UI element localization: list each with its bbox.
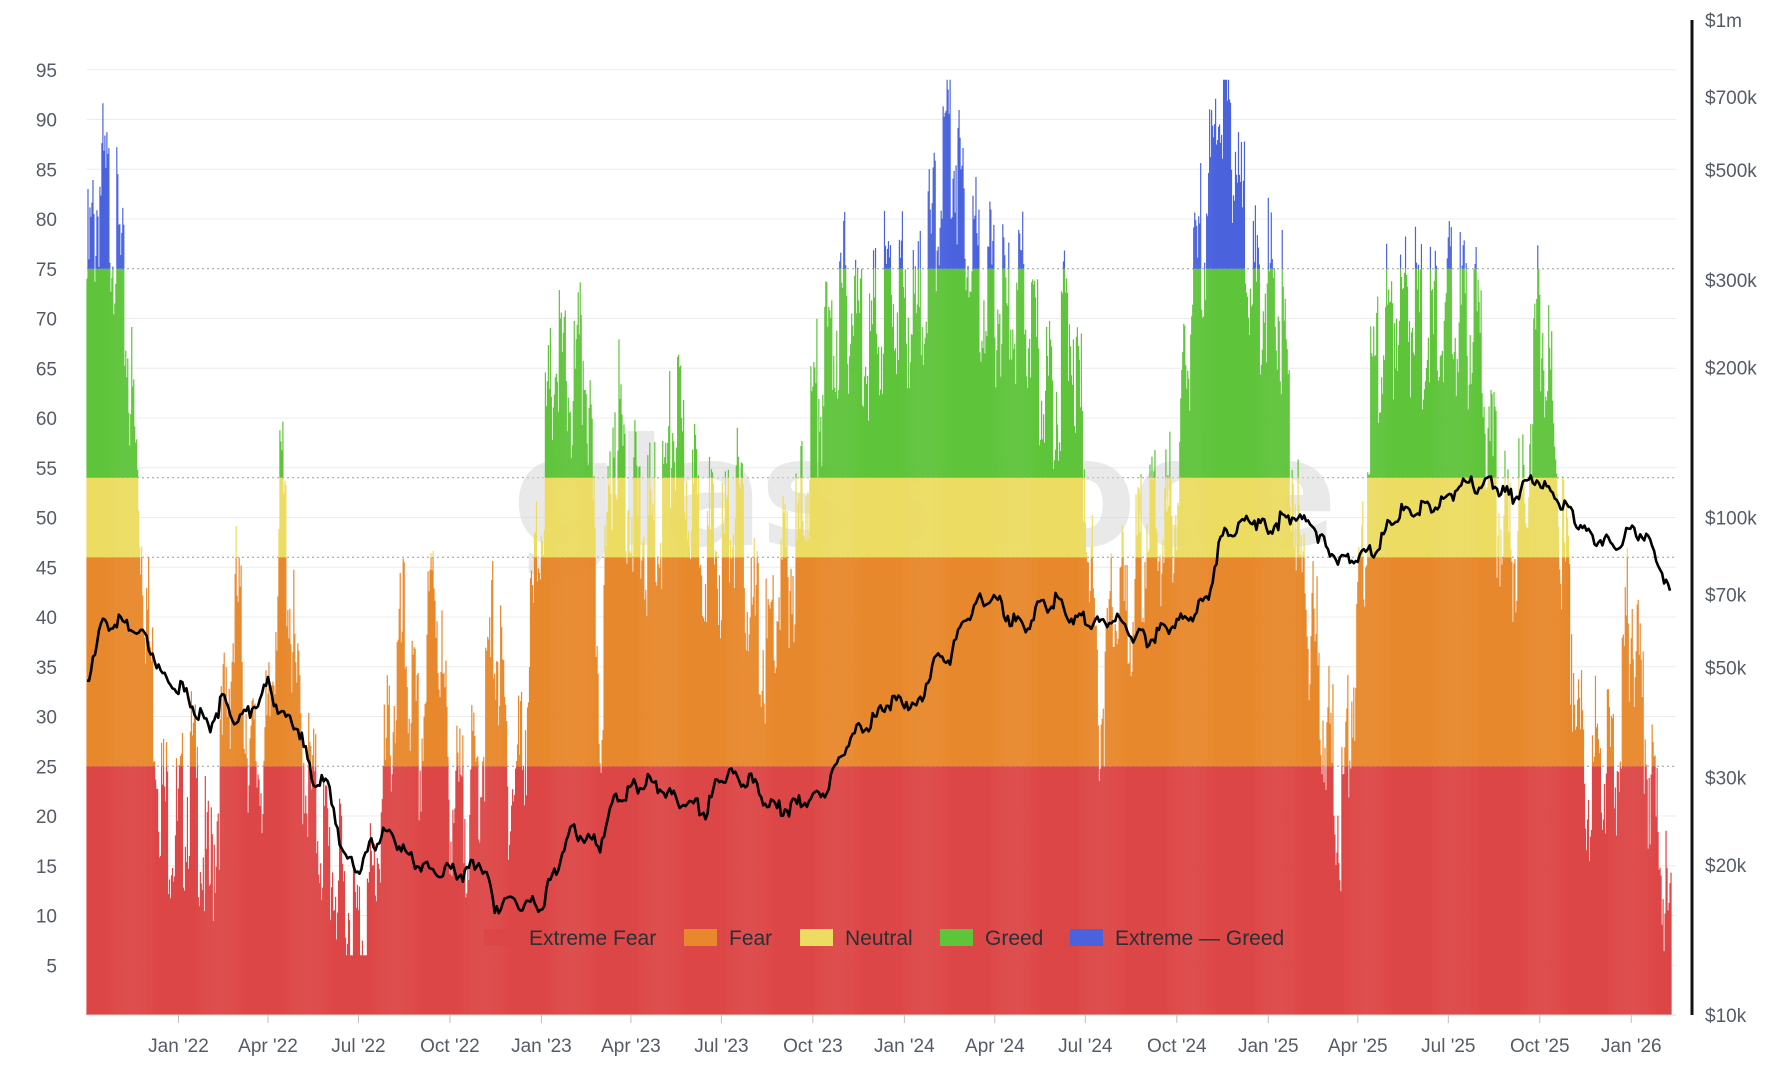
sentiment-bars	[86, 79, 1672, 1015]
